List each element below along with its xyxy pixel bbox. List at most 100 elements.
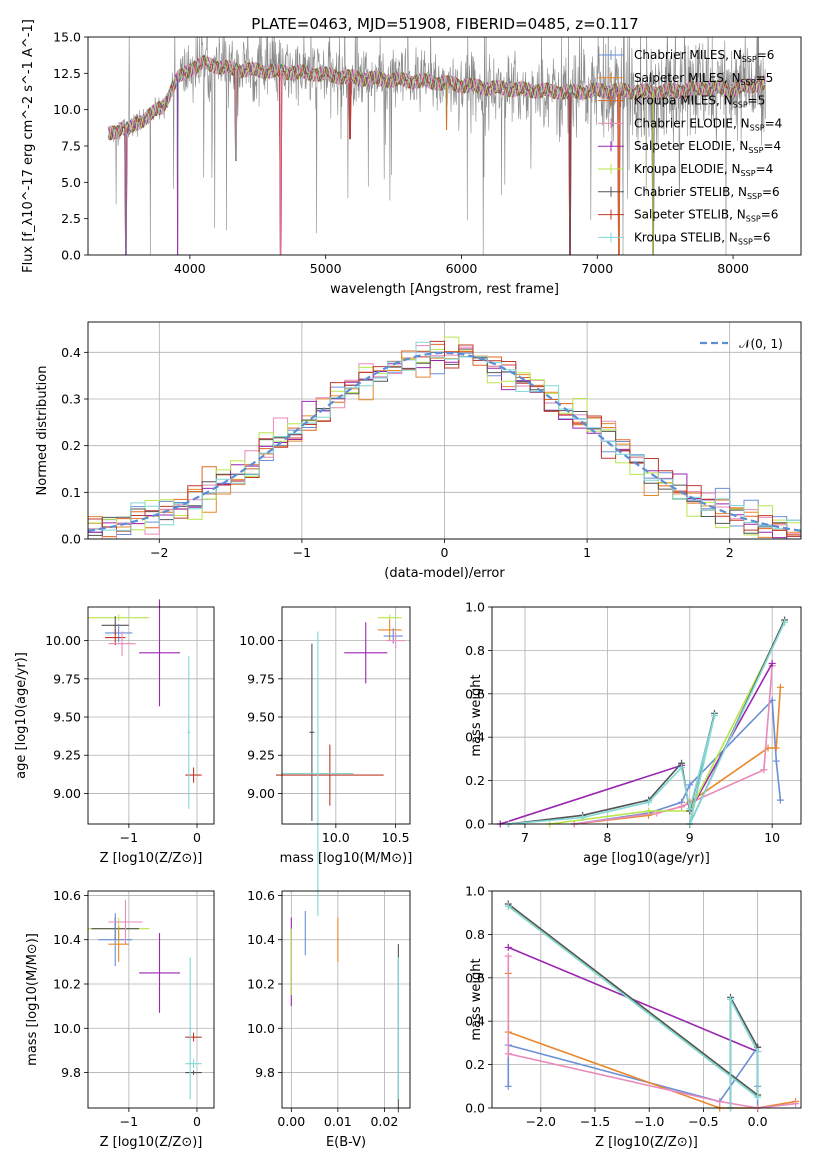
y-tick-label: 10.0 <box>247 1021 275 1036</box>
y-tick-label: 10.0 <box>53 102 81 117</box>
y-tick-label: 10.4 <box>247 932 275 947</box>
y-tick-label: 0.2 <box>465 773 485 788</box>
mass-weight-point <box>776 683 784 691</box>
y-tick-label: 9.8 <box>255 1065 275 1080</box>
x-tick-label: 0 <box>193 1114 201 1129</box>
y-tick-label: 10.00 <box>45 633 81 648</box>
y-axis-label: Flux [f_λ10^-17 erg cm^-2 s^-1 A^-1] <box>21 19 36 273</box>
x-tick-label: 8000 <box>717 261 749 276</box>
mass-weight-point <box>792 1100 800 1108</box>
mass-weight-series <box>499 663 773 825</box>
mass-weight-point <box>754 1093 762 1101</box>
legend-label: Kroupa STELIB, NSSP=6 <box>634 230 771 246</box>
legend-label: Chabrier MILES, NSSP=6 <box>634 48 774 64</box>
legend-label: Kroupa MILES, NSSP=5 <box>634 94 765 110</box>
x-tick-label: 2 <box>726 545 734 560</box>
x-tick-label: −2.0 <box>526 1114 556 1129</box>
mass-weight-series <box>507 956 796 1109</box>
y-tick-label: 0.0 <box>61 532 81 547</box>
y-axis-label: mass weight <box>469 958 484 1040</box>
legend-label: 𝒩(0, 1) <box>739 337 783 351</box>
mass-weight-point <box>504 1050 512 1058</box>
axes-frame <box>281 890 411 1109</box>
mass-weight-point <box>772 744 780 752</box>
x-tick-label: 0.01 <box>324 1114 352 1129</box>
y-tick-label: 0.3 <box>61 392 81 407</box>
legend-label: Chabrier ELODIE, NSSP=4 <box>634 116 782 132</box>
y-tick-label: 9.75 <box>247 671 275 686</box>
axes-frame <box>491 890 802 1109</box>
y-tick-label: 10.4 <box>53 932 81 947</box>
y-tick-label: 9.25 <box>53 748 81 763</box>
y-tick-label: 0.4 <box>61 345 81 360</box>
mass-weight-point <box>504 952 512 960</box>
axes-frame <box>87 606 215 825</box>
x-axis-label: Z [log10(Z/Z⊙)] <box>100 851 203 866</box>
y-tick-label: 2.5 <box>61 211 81 226</box>
legend-label: Salpeter ELODIE, NSSP=4 <box>634 139 781 155</box>
x-tick-label: 10 <box>764 830 780 845</box>
axes-frame <box>281 606 411 825</box>
spectrum-plot <box>108 37 766 255</box>
legend-label: Salpeter STELIB, NSSP=6 <box>634 208 778 224</box>
axes-frame <box>87 36 802 256</box>
residual-histogram-series <box>88 340 801 539</box>
y-tick-label: 7.5 <box>61 139 81 154</box>
massweight-vs-metallicity-panel: −2.0 −1.5 −1.0 −0.5 0.0 0.0 0.2 0.4 0.6 0.8 1.0 Z [… <box>465 884 802 1150</box>
mass-weight-series <box>574 665 773 825</box>
mass-weight-point <box>768 659 776 667</box>
x-tick-label: 0.00 <box>277 1114 305 1129</box>
x-tick-label: 1 <box>583 545 591 560</box>
x-tick-label: 0 <box>193 830 201 845</box>
y-axis-label: mass [log10(M/M⊙)] <box>25 933 40 1066</box>
mass-weight-series <box>508 621 786 825</box>
y-tick-label: 9.00 <box>53 786 81 801</box>
y-tick-label: 0.2 <box>465 1057 485 1072</box>
x-tick-label: −1 <box>293 545 311 560</box>
y-tick-label: 0.6 <box>465 686 485 701</box>
y-tick-label: 9.50 <box>53 710 81 725</box>
y-tick-label: 1.0 <box>465 600 485 615</box>
age-vs-mass-panel: 10.0 10.5 9.00 9.25 9.50 9.75 10.00 mass [log10… <box>239 606 413 916</box>
residuals-panel: −2 −1 0 1 2 0.0 0.1 0.2 0.3 0.4 (data-model)/error… <box>35 321 802 581</box>
age-vs-metallicity-panel: −1 0 9.00 9.25 9.50 9.75 10.00 Z [log10(Z/Z⊙)] a… <box>14 599 215 866</box>
y-tick-label: 0.1 <box>61 485 81 500</box>
histogram-plot <box>88 336 801 539</box>
y-tick-label: 5.0 <box>61 175 81 190</box>
x-axis-label: mass [log10(M/M⊙)] <box>280 851 413 866</box>
x-tick-label: 7000 <box>581 261 613 276</box>
y-tick-label: 10.00 <box>239 633 275 648</box>
axes-frame <box>87 321 802 540</box>
mass-weight-point <box>781 618 789 626</box>
y-tick-label: 9.50 <box>247 710 275 725</box>
mass-weight-point <box>754 1048 762 1056</box>
model-spectrum-line <box>108 55 766 255</box>
x-axis-label: wavelength [Angstrom, rest frame] <box>330 282 559 297</box>
massweight-vs-age-panel: 7 8 9 10 0.0 0.2 0.4 0.6 0.8 1.0 age [log10(age/yr… <box>465 600 802 866</box>
y-tick-label: 15.0 <box>53 30 81 45</box>
mass-weight-series <box>574 698 782 825</box>
y-tick-label: 9.75 <box>53 671 81 686</box>
mass-weight-point <box>504 902 512 910</box>
residual-histogram-series <box>88 341 801 539</box>
legend-label: Kroupa ELODIE, NSSP=4 <box>634 162 773 178</box>
mass-weight-point <box>645 798 653 806</box>
x-tick-label: 0 <box>441 545 449 560</box>
y-tick-label: 0.8 <box>465 927 485 942</box>
y-tick-label: 10.2 <box>247 977 275 992</box>
y-tick-label: 0.4 <box>465 730 485 745</box>
x-tick-label: 5000 <box>310 261 342 276</box>
x-tick-label: 0.02 <box>370 1114 398 1129</box>
mass-weight-point <box>727 996 735 1003</box>
x-tick-label: 0.0 <box>748 1114 768 1129</box>
x-tick-label: −1.0 <box>634 1114 664 1129</box>
y-tick-label: 0.4 <box>465 1014 485 1029</box>
x-tick-label: −1.5 <box>580 1114 610 1129</box>
mass-weight-point <box>772 757 780 765</box>
y-axis-label: Normed distribution <box>35 366 50 496</box>
figure-title: PLATE=0463, MJD=51908, FIBERID=0485, z=0… <box>251 15 638 33</box>
legend-label: Salpeter MILES, NSSP=5 <box>634 71 773 87</box>
x-tick-label: −2 <box>150 545 168 560</box>
x-axis-label: (data-model)/error <box>384 566 505 581</box>
